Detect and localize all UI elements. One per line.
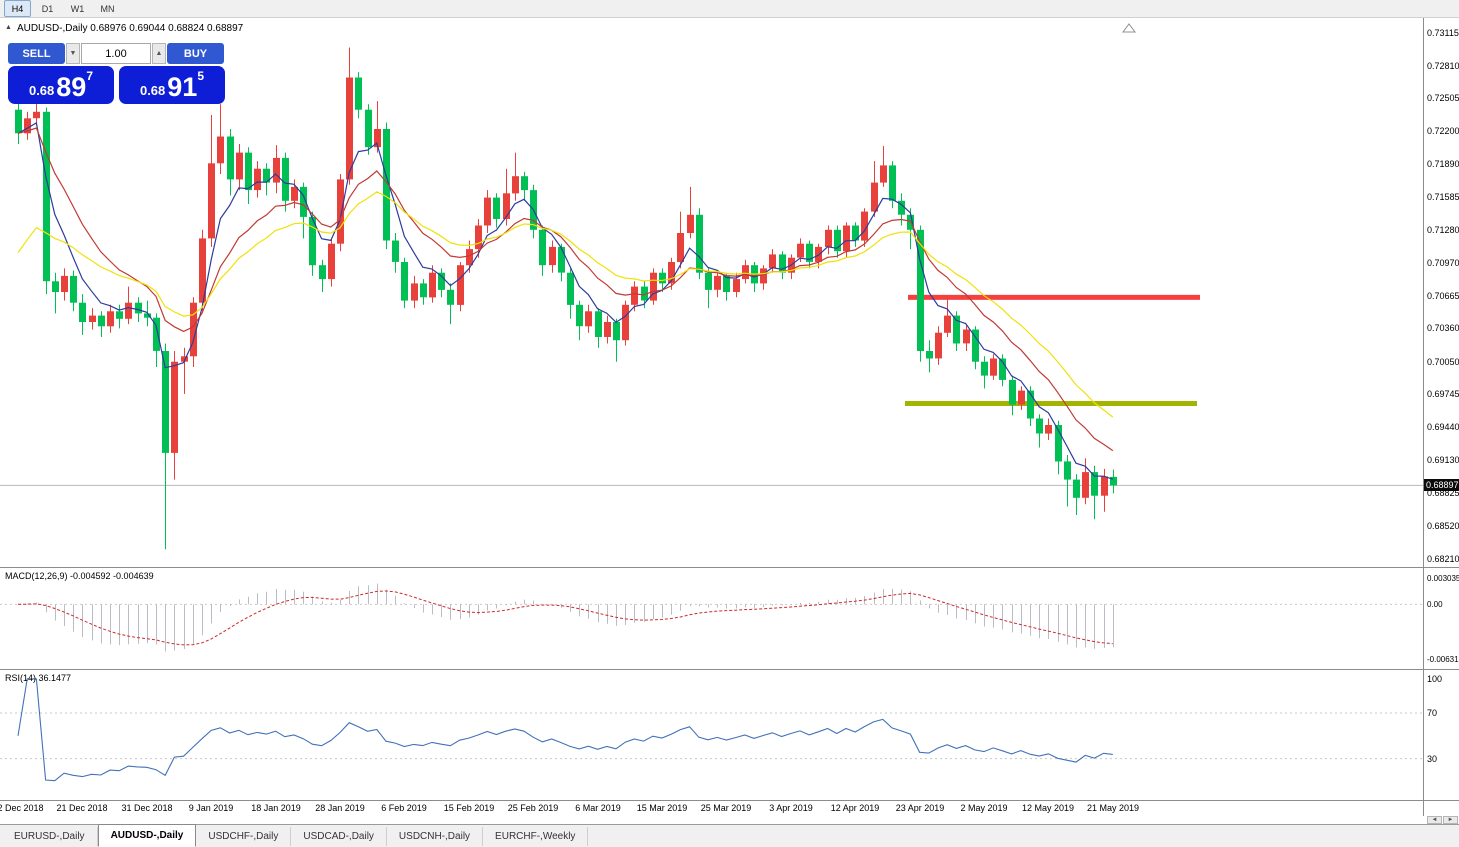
date-axis-label: 15 Feb 2019 [443,803,495,813]
timeframe-button-d1[interactable]: D1 [41,3,54,14]
moving-average-line [17,191,1114,418]
price-axis-label: 0.71890 [1427,159,1459,169]
volume-increase-button[interactable]: ▲ [152,43,166,64]
tab-usdcnh-daily[interactable]: USDCNH-,Daily [387,827,484,846]
price-axis-label: 0.73115 [1427,28,1459,38]
buy-button[interactable]: BUY [167,43,224,64]
date-axis-label: 2 May 2019 [960,803,1008,813]
rsi-axis-label: 30 [1427,754,1438,764]
timeframe-toolbar: H4 D1 W1 MN [0,0,1459,18]
tab-scroll-left-button[interactable]: ◄ [1427,816,1442,824]
date-axis-label: 25 Mar 2019 [700,803,752,813]
date-axis-label: 31 Dec 2018 [121,803,173,813]
timeframe-button-mn[interactable]: MN [100,3,115,14]
price-axis-label: 0.72810 [1427,61,1459,71]
horizontal-level-line[interactable] [908,294,1200,300]
sell-price-fraction: 7 [86,69,94,83]
macd-axis-label: 0.00 [1427,600,1443,609]
date-axis-label: 25 Feb 2019 [507,803,559,813]
date-axis-label: 18 Jan 2019 [251,803,301,813]
buy-price-pips: 91 [167,72,198,102]
date-axis-label: 12 May 2019 [1021,803,1075,813]
moving-average-line [17,127,1114,452]
one-click-trading-panel: SELL ▼ ▲ BUY 0.68 89 7 0.68 91 5 [8,43,225,104]
date-axis-label: 12 Apr 2019 [830,803,880,813]
price-axis-label: 0.72505 [1427,93,1459,103]
date-axis-label: 12 Dec 2018 [0,803,44,813]
date-axis-label: 21 Dec 2018 [56,803,108,813]
price-axis-label: 0.69745 [1427,389,1459,399]
date-axis-label: 9 Jan 2019 [188,803,234,813]
rsi-axis-label: 70 [1427,708,1438,718]
date-axis-label: 15 Mar 2019 [636,803,688,813]
price-axis-label: 0.69130 [1427,455,1459,465]
chart-tab-bar: EURUSD-,Daily AUDUSD-,Daily USDCHF-,Daily U… [0,824,1459,847]
buy-price-prefix: 0.68 [139,83,166,98]
date-axis-label: 28 Jan 2019 [315,803,365,813]
macd-indicator-label: MACD(12,26,9) -0.004592 -0.004639 [5,571,154,581]
buy-price-fraction: 5 [197,69,205,83]
sell-button[interactable]: SELL [8,43,65,64]
candlestick-pane[interactable] [0,47,1423,550]
price-axis-label: 0.68210 [1427,554,1459,564]
tab-eurchf-weekly[interactable]: EURCHF-,Weekly [483,827,589,846]
price-axis-label: 0.69440 [1427,422,1459,432]
tab-scroll-right-button[interactable]: ► [1443,816,1458,824]
date-axis-label: 6 Mar 2019 [575,803,621,813]
price-axis-label: 0.71585 [1427,192,1459,202]
sell-price-button[interactable]: 0.68 89 7 [8,66,114,104]
price-axis-label: 0.72200 [1427,126,1459,136]
date-axis-label: 6 Feb 2019 [381,803,427,813]
volume-decrease-button[interactable]: ▼ [66,43,80,64]
tab-eurusd-daily[interactable]: EURUSD-,Daily [2,827,98,846]
tab-audusd-daily[interactable]: AUDUSD-,Daily [97,824,197,847]
macd-axis-label: -0.006315 [1427,655,1459,664]
date-axis-label: 23 Apr 2019 [895,803,945,813]
macd-pane[interactable] [0,583,1423,652]
macd-signal-line [17,590,1113,646]
date-axis-label: 21 May 2019 [1086,803,1140,813]
date-axis-label: 3 Apr 2019 [769,803,813,813]
tab-usdcad-daily[interactable]: USDCAD-,Daily [291,827,387,846]
chart-title: ▲ AUDUSD-,Daily 0.68976 0.69044 0.68824 0… [5,23,243,34]
timeframe-button-w1[interactable]: W1 [70,3,85,14]
tab-usdchf-daily[interactable]: USDCHF-,Daily [196,827,292,846]
price-axis-label: 0.70360 [1427,323,1459,333]
volume-input[interactable] [81,43,151,64]
moving-average-line [17,121,1113,480]
price-axis-label: 0.68825 [1427,488,1459,498]
rsi-line [17,678,1113,782]
sell-price-prefix: 0.68 [28,83,55,98]
price-axis-label: 0.70050 [1427,357,1459,367]
rsi-axis-label: 100 [1427,674,1443,684]
price-axis-label: 0.70665 [1427,291,1459,301]
price-axis-label: 0.68520 [1427,521,1459,531]
chart-shift-marker[interactable] [1122,23,1136,33]
rsi-pane[interactable] [0,678,1423,782]
buy-price-button[interactable]: 0.68 91 5 [119,66,225,104]
price-axis-label: 0.70970 [1427,258,1459,268]
horizontal-level-line[interactable] [905,401,1197,407]
price-axis-label: 0.71280 [1427,225,1459,235]
rsi-indicator-label: RSI(14) 36.1477 [5,673,72,683]
chart-title-text: AUDUSD-,Daily 0.68976 0.69044 0.68824 0.… [16,23,244,34]
one-click-toggle-icon[interactable]: ▲ [5,24,12,31]
macd-axis-label: 0.003035 [1427,574,1459,583]
timeframe-button-h4[interactable]: H4 [4,0,31,17]
current-price-tag: 0.68897 [1424,479,1459,491]
sell-price-pips: 89 [56,72,87,102]
